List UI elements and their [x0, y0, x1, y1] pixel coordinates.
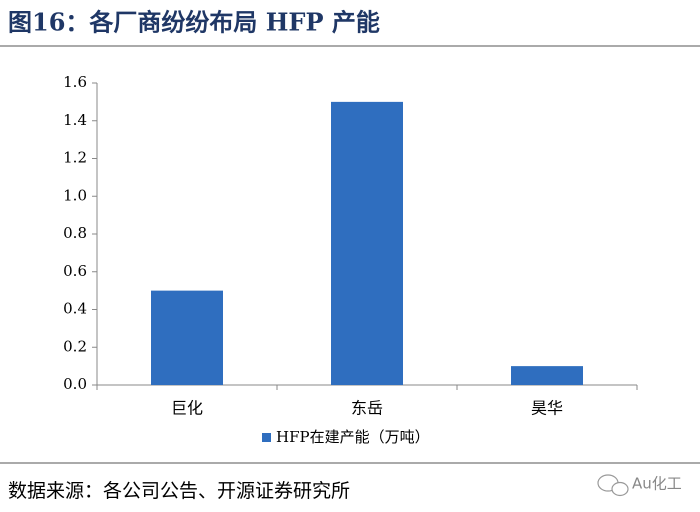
- y-tick-label: 0.2: [63, 337, 87, 355]
- source: 数据来源：各公司公告、开源证券研究所: [8, 480, 350, 502]
- y-tick-label: 0.0: [63, 375, 87, 393]
- bar: [331, 101, 403, 385]
- y-tick-label: 1.6: [63, 73, 87, 91]
- y-tick-label: 1.4: [63, 111, 87, 129]
- y-tick-label: 0.4: [63, 300, 87, 318]
- x-tick-label: 巨化: [171, 399, 203, 418]
- y-tick-label: 1.2: [63, 149, 87, 167]
- y-tick-label: 1.0: [63, 186, 87, 204]
- x-tick-label: 昊华: [531, 399, 563, 418]
- watermark-icon: [597, 474, 629, 497]
- bar: [511, 366, 583, 385]
- bar: [151, 290, 223, 385]
- figure-title: 图16：各厂商纷纷布局 HFP 产能: [8, 8, 380, 37]
- y-tick-label: 0.8: [63, 224, 87, 242]
- watermark: Au化工: [632, 475, 682, 493]
- legend-swatch: [262, 433, 271, 442]
- y-tick-label: 0.6: [63, 262, 87, 280]
- legend-label: HFP在建产能（万吨）: [276, 428, 430, 446]
- x-tick-label: 东岳: [351, 399, 383, 418]
